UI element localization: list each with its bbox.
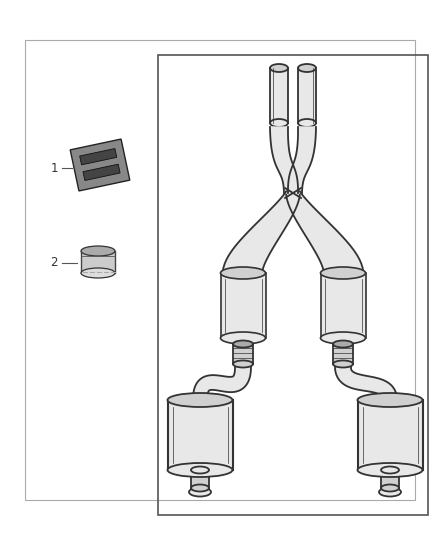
Ellipse shape bbox=[191, 484, 209, 491]
Polygon shape bbox=[223, 191, 300, 273]
Ellipse shape bbox=[298, 119, 316, 127]
Bar bbox=[158, 55, 428, 515]
Bar bbox=[270, 68, 288, 123]
Ellipse shape bbox=[270, 64, 288, 72]
Bar bbox=[321, 273, 365, 338]
Ellipse shape bbox=[233, 341, 253, 348]
Ellipse shape bbox=[81, 268, 115, 278]
Ellipse shape bbox=[381, 484, 399, 491]
Bar bbox=[80, 149, 117, 165]
Bar bbox=[81, 251, 115, 273]
Ellipse shape bbox=[233, 360, 253, 367]
Text: 1: 1 bbox=[50, 161, 58, 174]
Polygon shape bbox=[193, 367, 251, 400]
Ellipse shape bbox=[191, 466, 209, 473]
Ellipse shape bbox=[357, 463, 423, 477]
Bar bbox=[191, 470, 209, 488]
Polygon shape bbox=[286, 191, 364, 273]
Bar bbox=[167, 400, 233, 470]
Bar bbox=[357, 400, 423, 470]
Bar bbox=[233, 344, 253, 364]
Bar bbox=[25, 40, 415, 500]
Ellipse shape bbox=[189, 488, 211, 497]
Ellipse shape bbox=[81, 246, 115, 256]
Ellipse shape bbox=[321, 332, 365, 344]
Ellipse shape bbox=[167, 463, 233, 477]
Ellipse shape bbox=[270, 119, 288, 127]
Ellipse shape bbox=[381, 466, 399, 473]
Ellipse shape bbox=[220, 332, 265, 344]
Bar bbox=[220, 273, 265, 338]
Bar bbox=[83, 164, 120, 181]
Text: 2: 2 bbox=[50, 256, 58, 270]
Bar bbox=[381, 470, 399, 488]
Bar bbox=[298, 68, 316, 123]
Ellipse shape bbox=[333, 360, 353, 367]
Ellipse shape bbox=[167, 393, 233, 407]
Ellipse shape bbox=[298, 64, 316, 72]
Bar bbox=[70, 139, 130, 191]
Ellipse shape bbox=[321, 267, 365, 279]
Polygon shape bbox=[270, 127, 298, 193]
Polygon shape bbox=[335, 367, 397, 400]
Bar bbox=[333, 344, 353, 364]
Ellipse shape bbox=[379, 488, 401, 497]
Ellipse shape bbox=[333, 341, 353, 348]
Polygon shape bbox=[288, 127, 316, 193]
Ellipse shape bbox=[220, 267, 265, 279]
Ellipse shape bbox=[357, 393, 423, 407]
